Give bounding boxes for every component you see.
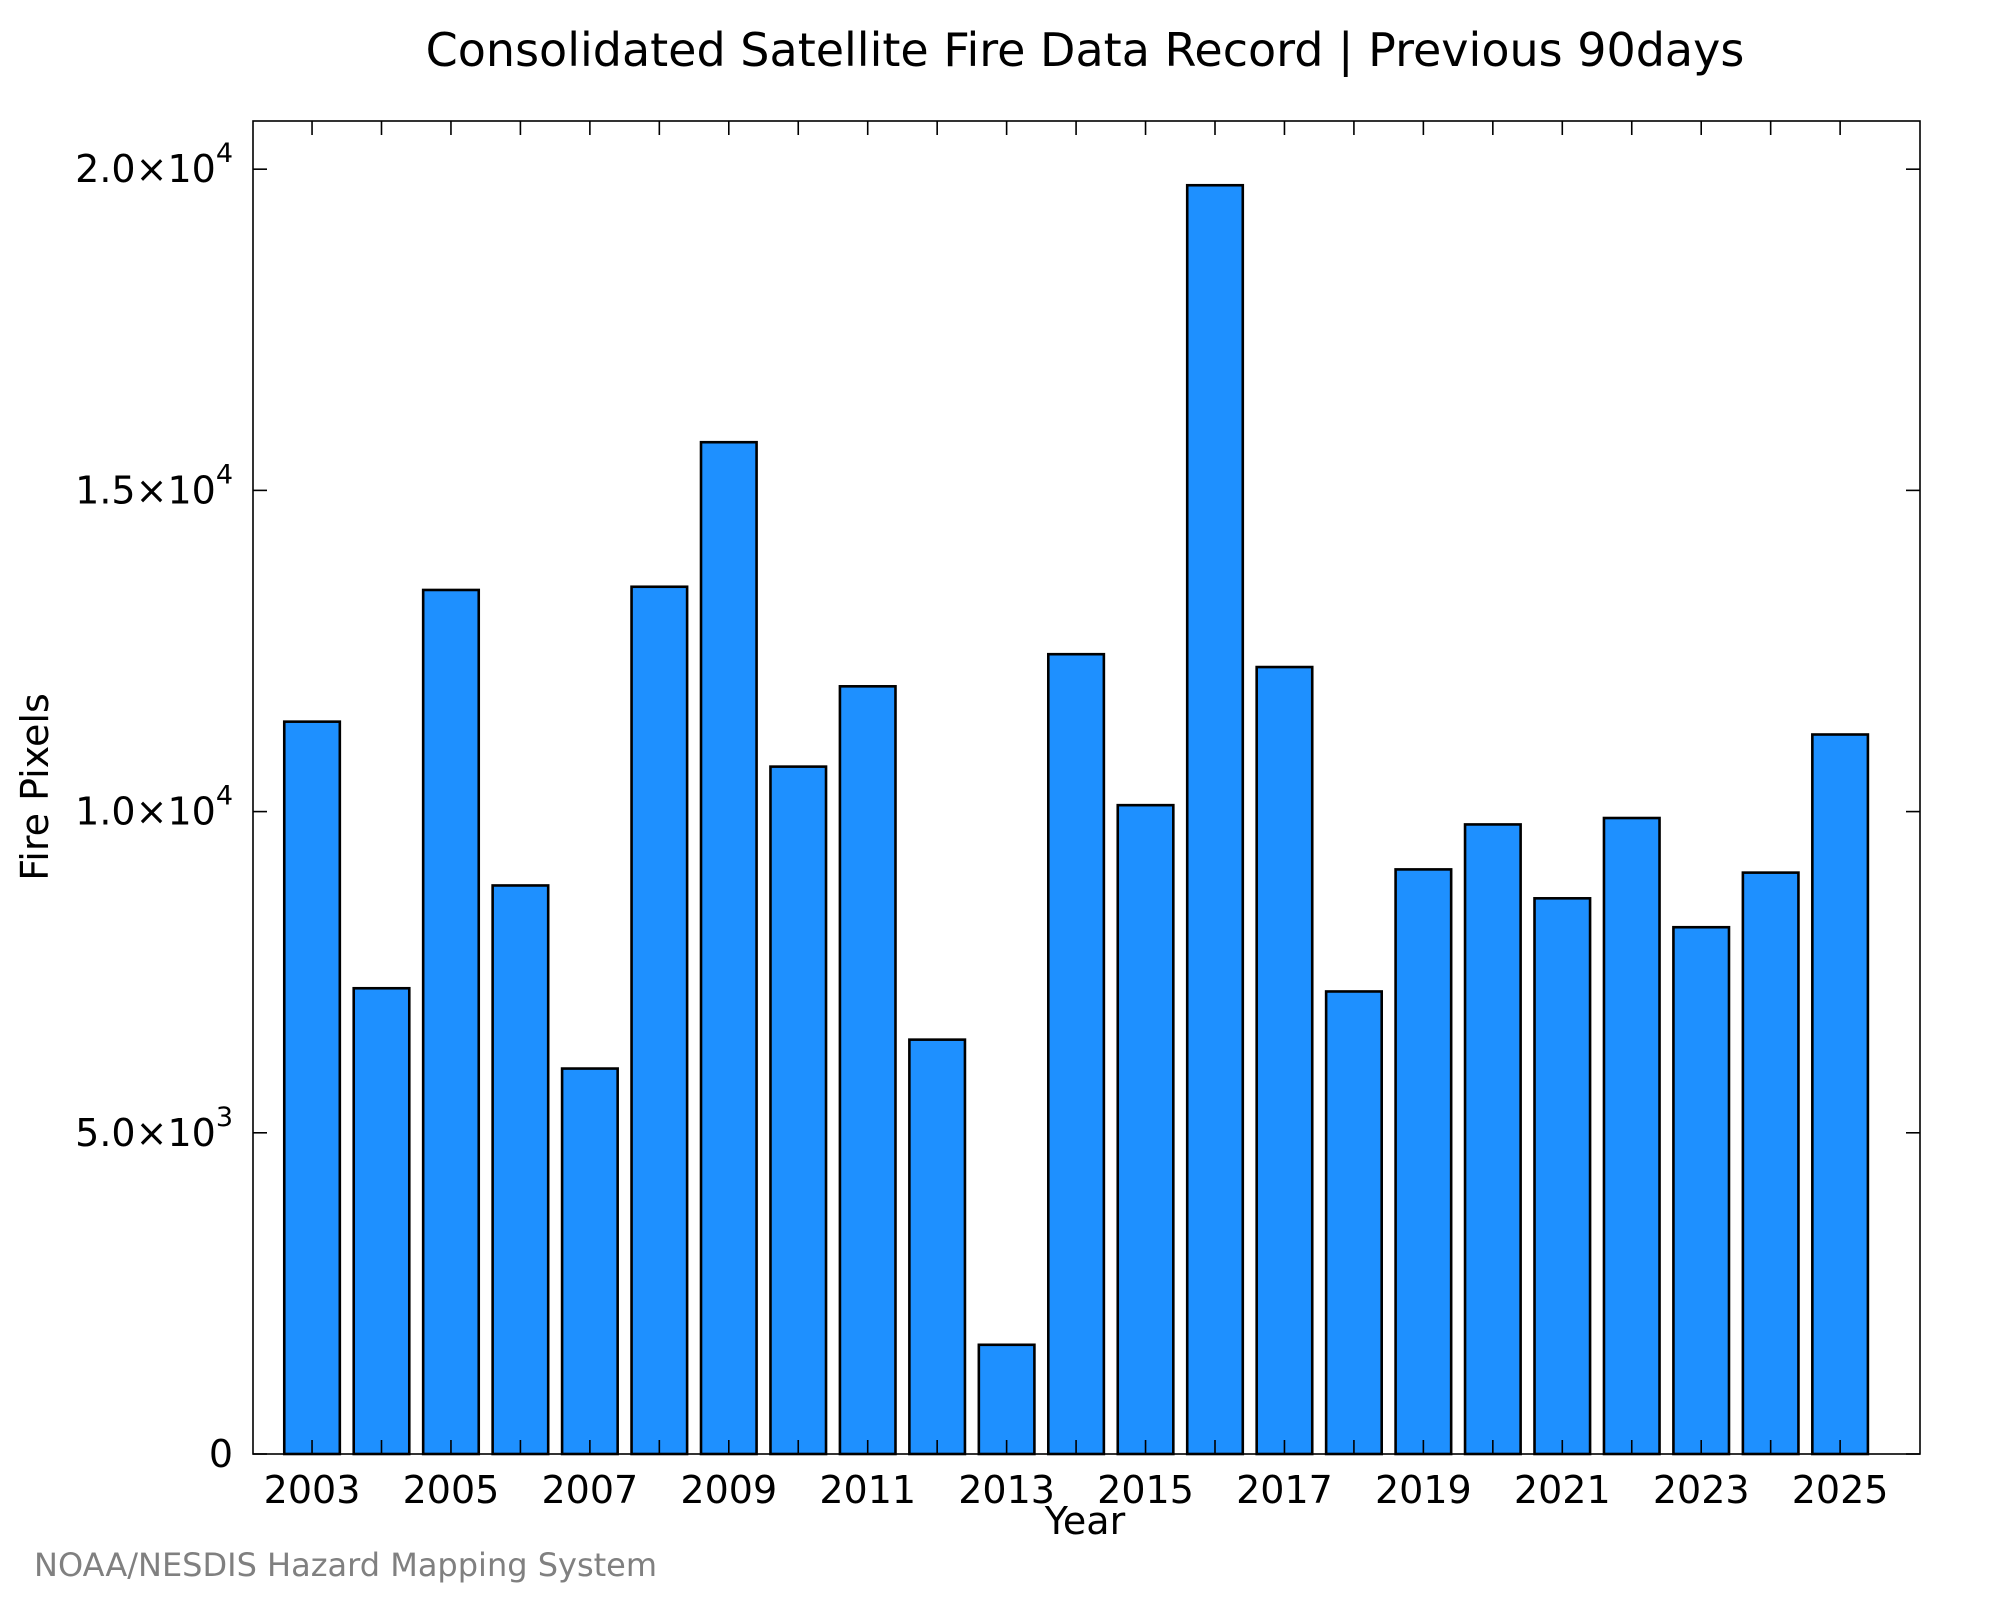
- bar-2014: [1046, 652, 1106, 1456]
- chart-title: Consolidated Satellite Fire Data Record …: [426, 23, 1745, 78]
- bar-2013: [977, 1343, 1036, 1456]
- y-tick-label: 5.0×103: [75, 1102, 233, 1155]
- x-tick-label: 2007: [542, 1468, 639, 1512]
- bar-2005: [421, 588, 481, 1456]
- x-tick-label: 2003: [264, 1468, 361, 1512]
- x-tick-label: 2009: [680, 1468, 777, 1512]
- y-tick-label: 1.5×104: [75, 459, 233, 512]
- x-tick-label: 2015: [1097, 1468, 1194, 1512]
- bar-2009: [699, 440, 758, 1456]
- bar-2017: [1255, 665, 1314, 1456]
- bar-2025: [1811, 733, 1870, 1456]
- credit-text: NOAA/NESDIS Hazard Mapping System: [34, 1546, 657, 1584]
- x-tick-label: 2013: [958, 1468, 1055, 1512]
- x-tick-label: 2023: [1653, 1468, 1750, 1512]
- y-axis-ticks: 0 5.0×103 1.0×104 1.5×104 2.0×104: [75, 138, 1920, 1476]
- bar-2020: [1463, 823, 1522, 1456]
- plot-frame: [252, 120, 1921, 1455]
- bar-2015: [1116, 803, 1175, 1456]
- bar-2007: [560, 1067, 619, 1456]
- x-tick-label: 2011: [819, 1468, 916, 1512]
- bar-2008: [630, 585, 689, 1456]
- x-tick-label: 2021: [1514, 1468, 1611, 1512]
- bar-2003: [282, 720, 342, 1456]
- bar-2016: [1185, 183, 1245, 1456]
- x-tick-label: 2017: [1236, 1468, 1333, 1512]
- bar-2019: [1394, 868, 1453, 1456]
- bar-2011: [838, 685, 897, 1456]
- bar-2021: [1533, 897, 1592, 1456]
- bar-2004: [352, 986, 411, 1456]
- y-tick-label: 1.0×104: [75, 781, 233, 834]
- x-tick-label: 2019: [1375, 1468, 1472, 1512]
- x-tick-label: 2005: [403, 1468, 500, 1512]
- bar-2024: [1741, 871, 1800, 1456]
- bar-2006: [491, 884, 550, 1456]
- bars-group: [282, 183, 1870, 1456]
- x-tick-label: 2025: [1792, 1468, 1889, 1512]
- y-tick-label: 0: [209, 1432, 233, 1476]
- bar-2018: [1324, 990, 1383, 1456]
- y-tick-label: 2.0×104: [75, 138, 233, 191]
- x-axis-label: Year: [1044, 1499, 1126, 1543]
- bar-2010: [769, 765, 828, 1456]
- bar-2012: [908, 1038, 967, 1456]
- bar-2023: [1672, 925, 1731, 1456]
- bar-2022: [1602, 816, 1661, 1456]
- x-axis-ticks: 2003 2005 2007 2009 2011 2013 2015 2017 2019 2021…: [264, 121, 1889, 1512]
- y-axis-label: Fire Pixels: [13, 693, 57, 881]
